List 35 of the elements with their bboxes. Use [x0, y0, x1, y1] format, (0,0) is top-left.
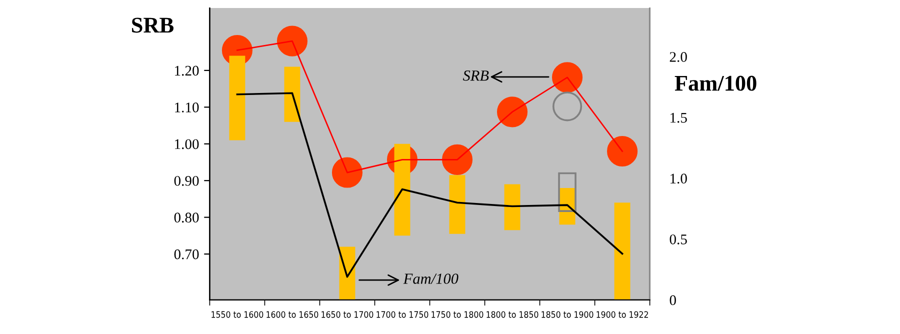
- y2-tick-label: 0: [670, 295, 676, 306]
- x-tick-label: 1700 to 1750: [376, 311, 428, 318]
- y-axis-title: SRB: [132, 18, 174, 33]
- y2-tick-label: 2.0: [670, 52, 687, 62]
- x-tick-label: 1850 to 1900: [542, 311, 594, 318]
- x-tick-label: 1550 to 1600: [212, 311, 264, 318]
- annotation: Fam/100: [403, 274, 458, 284]
- bar: [449, 175, 466, 234]
- x-tick-label: 1800 to 1850: [486, 311, 538, 318]
- y-tick-label: 0.80: [174, 212, 199, 223]
- point: [332, 157, 363, 188]
- point: [496, 96, 528, 128]
- bar: [284, 66, 300, 122]
- y-tick-label: 0.70: [174, 249, 199, 260]
- y-tick-label: 1.00: [175, 139, 199, 150]
- y-tick-label: 1.20: [175, 66, 199, 76]
- point: [552, 62, 583, 93]
- x-tick-label: 1650 to 1700: [322, 311, 374, 318]
- y2-axis-title: Fam/100: [674, 76, 756, 91]
- point: [442, 144, 473, 175]
- y2-tick-label: 1.0: [670, 174, 687, 184]
- point: [276, 26, 308, 56]
- x-tick-label: 1750 to 1800: [432, 311, 484, 318]
- y2-tick-label: 1.5: [670, 112, 687, 123]
- x-tick-label: 1900 to 1922: [596, 311, 648, 318]
- bar: [614, 202, 630, 300]
- point: [607, 136, 638, 166]
- x-tick-label: 1600 to 1650: [266, 311, 318, 318]
- annotation: SRB: [462, 70, 489, 81]
- y2-tick-label: 0.5: [670, 234, 687, 244]
- y-tick-label: 1.10: [175, 102, 199, 112]
- bar: [229, 56, 246, 140]
- y-tick-label: 0.90: [174, 176, 199, 186]
- bar: [394, 144, 410, 236]
- bar: [504, 184, 520, 230]
